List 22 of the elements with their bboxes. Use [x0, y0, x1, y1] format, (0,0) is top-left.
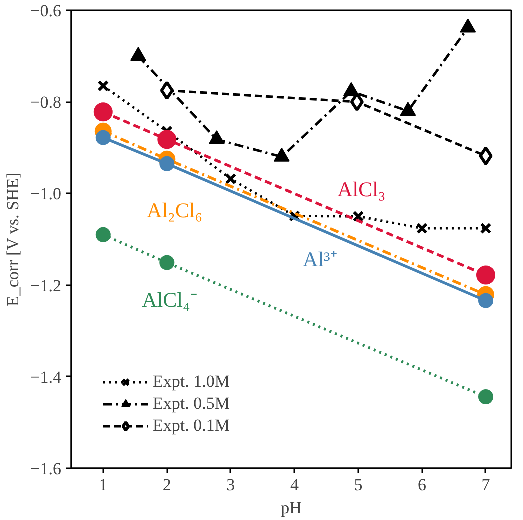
x-tick-label: 5 — [354, 476, 363, 494]
y-tick-label: −1.6 — [30, 460, 62, 478]
x-tick-label: 4 — [290, 476, 300, 494]
legend-label: Expt. 0.1M — [153, 416, 230, 436]
x-tick-label: 3 — [226, 476, 236, 494]
y-tick-label: −1.4 — [30, 368, 62, 387]
x-axis-title: pH — [281, 498, 302, 518]
y-axis-title: E_corr [V vs. SHE] — [4, 172, 23, 307]
x-tick-label: 7 — [482, 476, 491, 494]
y-tick-label: −1.0 — [30, 184, 62, 204]
series-label: Al₂Cl₆ — [147, 198, 203, 223]
y-tick-label: −0.6 — [30, 2, 62, 20]
legend-label: Expt. 1.0M — [153, 372, 230, 392]
x-tick-label: 6 — [418, 476, 426, 494]
legend-label: Expt. 0.5M — [153, 394, 230, 414]
series-label: AlCl₄⁻ — [142, 288, 198, 312]
y-tick-label: −1.2 — [30, 276, 62, 296]
series-label: Al³⁺ — [303, 248, 338, 272]
x-tick-label: 2 — [162, 476, 172, 494]
y-tick-label: −0.8 — [30, 93, 62, 112]
x-tick-label: 1 — [99, 476, 108, 494]
series-label: AlCl₃ — [338, 177, 386, 202]
